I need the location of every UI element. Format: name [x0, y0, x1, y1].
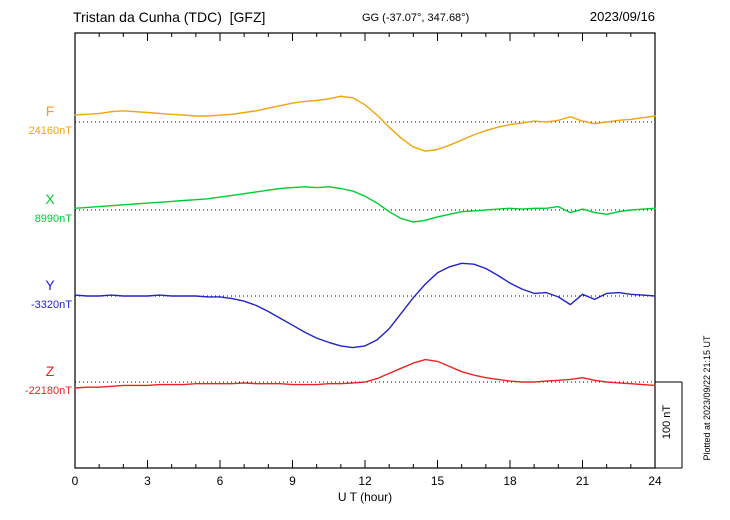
- x-tick-label: 24: [648, 474, 662, 488]
- plot-border: [74, 32, 656, 469]
- series-letter-z: Z: [45, 363, 55, 379]
- series-letter-f: F: [45, 103, 55, 119]
- x-tick-label: 21: [576, 474, 590, 488]
- series-baseline-y: -3320nT: [31, 299, 72, 311]
- x-tick-label: 3: [144, 474, 151, 488]
- trace-X: [74, 186, 656, 223]
- station-title: Tristan da Cunha (TDC) [GFZ]: [73, 9, 266, 25]
- trace-Z: [74, 358, 656, 389]
- x-tick-label: 9: [289, 474, 296, 488]
- series-baseline-z: -22180nT: [24, 385, 72, 397]
- series-baseline-x: 8990nT: [34, 213, 72, 225]
- date-label: 2023/09/16: [589, 9, 655, 24]
- x-tick-label: 18: [503, 474, 517, 488]
- x-axis-label: U T (hour): [337, 490, 393, 504]
- x-tick-label: 12: [358, 474, 372, 488]
- x-tick-label: 0: [72, 474, 79, 488]
- series-baseline-f: 24160nT: [28, 125, 72, 137]
- series-letter-y: Y: [45, 277, 55, 293]
- trace-F: [74, 95, 656, 152]
- coordinates-label: GG (-37.07°, 347.68°): [362, 12, 470, 24]
- scale-bar-label: 100 nT: [661, 404, 673, 440]
- plotted-at-label: Plotted at 2023/09/22 21:15 UT: [702, 335, 712, 461]
- series-letter-x: X: [45, 191, 55, 207]
- x-tick-label: 6: [217, 474, 224, 488]
- trace-Y: [74, 262, 656, 349]
- x-tick-label: 15: [431, 474, 445, 488]
